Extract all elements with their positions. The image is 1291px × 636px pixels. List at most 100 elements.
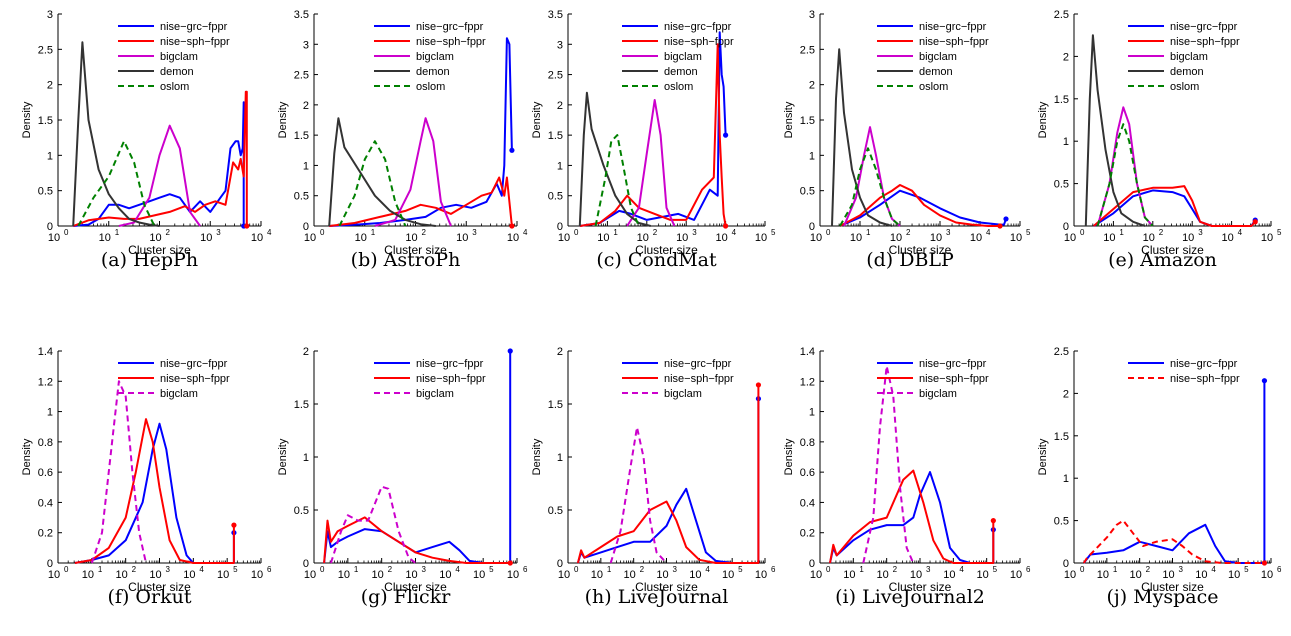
series-end-marker [1252,219,1258,225]
x-tick-exponent: 3 [1179,565,1184,574]
series-end-marker [723,223,729,229]
x-tick-exponent: 2 [640,565,645,574]
x-tick-exponent: 3 [422,565,427,574]
x-tick-exponent: 1 [866,228,871,237]
series-line-2 [118,124,201,227]
y-tick-label: 0.6 [38,467,53,479]
x-axis-label: Cluster size [128,243,191,257]
x-tick-label: 10 [439,569,451,581]
x-tick-label: 10 [591,569,603,581]
x-tick-label: 10 [304,569,316,581]
series-end-marker [1261,378,1268,384]
y-tick-label: 0.2 [800,528,815,540]
legend-label: bigclam [160,388,198,400]
y-axis-label: Density [277,101,289,138]
x-tick-exponent: 3 [926,565,931,574]
y-tick-label: 1 [1063,136,1069,148]
series-end-marker [509,223,515,229]
panel-caption: (b) AstroPh [351,249,461,271]
series-line-0 [829,471,995,564]
legend-label: bigclam [1170,51,1208,63]
x-tick-exponent: 6 [267,565,272,574]
series-end-marker [1003,216,1009,222]
series-line-0 [73,101,245,227]
legend-label: oslom [1170,81,1199,93]
legend-label: demon [416,66,450,78]
y-tick-label: 0 [1063,221,1069,233]
x-tick-label: 10 [355,232,367,244]
y-tick-label: 2 [303,100,309,112]
series-end-marker [997,223,1003,229]
legend-label: demon [160,66,194,78]
x-tick-exponent: 6 [523,565,528,574]
y-tick-label: 1.5 [294,399,309,411]
y-tick-label: 2 [557,100,563,112]
chart-panel-j: 00.511.522.510 0 10 1 10 2 10 3 10 4 10 5 10 6Cluster… [1037,346,1282,608]
legend-label: bigclam [919,51,957,63]
x-tick-exponent: 1 [859,565,864,574]
x-tick-exponent: 3 [673,565,678,574]
series-line-1 [74,418,235,564]
y-tick-label: 3.5 [294,9,309,21]
panel-caption: (c) CondMat [596,249,717,271]
series-line-0 [1093,189,1257,227]
legend-label: nise−grc−fppr [416,358,484,370]
x-tick-label: 10 [624,569,636,581]
x-tick-label: 10 [1064,569,1076,581]
x-tick-label: 10 [183,569,195,581]
x-tick-label: 10 [637,232,649,244]
y-tick-label: 0.5 [548,505,563,517]
y-tick-label: 0.4 [38,497,53,509]
legend-label: nise−grc−fppr [919,358,987,370]
x-tick-exponent: 3 [216,228,221,237]
series-line-0 [1083,380,1266,564]
legend-label: oslom [416,81,445,93]
legend-label: bigclam [664,51,702,63]
x-tick-label: 10 [715,232,727,244]
y-tick-label: 1.4 [800,346,815,358]
series-line-1 [323,516,511,564]
series-end-marker [507,560,513,566]
x-tick-exponent: 1 [607,565,612,574]
y-tick-label: 2 [809,80,815,92]
series-line-4 [839,147,901,227]
x-tick-exponent: 1 [115,228,120,237]
y-tick-label: 1.4 [38,346,53,358]
y-tick-label: 0 [557,221,563,233]
y-tick-label: 0.6 [800,467,815,479]
series-end-marker [244,223,250,229]
x-tick-exponent: 4 [732,228,737,237]
panel-caption: (a) HepPh [101,249,198,271]
x-tick-exponent: 4 [1238,228,1243,237]
y-tick-label: 0.4 [800,497,815,509]
y-tick-label: 2 [47,80,53,92]
y-axis-label: Density [1037,438,1049,475]
series-line-4 [1096,123,1154,227]
y-tick-label: 0.8 [38,437,53,449]
x-tick-label: 10 [1130,569,1142,581]
y-tick-label: 0.5 [294,191,309,203]
x-tick-exponent: 5 [1026,228,1031,237]
x-tick-label: 10 [1103,232,1115,244]
y-tick-label: 1 [809,407,815,419]
x-tick-label: 10 [372,569,384,581]
x-tick-label: 10 [99,232,111,244]
legend-label: demon [919,66,953,78]
series-end-marker [723,132,729,138]
x-tick-exponent: 1 [98,565,103,574]
chart-panel-i: 00.20.40.60.811.21.410 0 10 1 10 2 10 3 10 4 10 5 10… [783,346,1031,608]
y-tick-label: 0 [47,558,53,570]
y-tick-label: 1 [557,452,563,464]
y-tick-label: 0.5 [38,186,53,198]
y-tick-label: 1.5 [38,115,53,127]
x-tick-exponent: 3 [472,228,477,237]
x-tick-label: 10 [1195,569,1207,581]
legend-label: nise−sph−fppr [919,36,989,48]
x-tick-exponent: 2 [893,565,898,574]
x-tick-label: 10 [1261,232,1273,244]
y-tick-label: 0.5 [1054,179,1069,191]
legend-label: nise−sph−fppr [1170,36,1240,48]
legend-label: oslom [160,81,189,93]
